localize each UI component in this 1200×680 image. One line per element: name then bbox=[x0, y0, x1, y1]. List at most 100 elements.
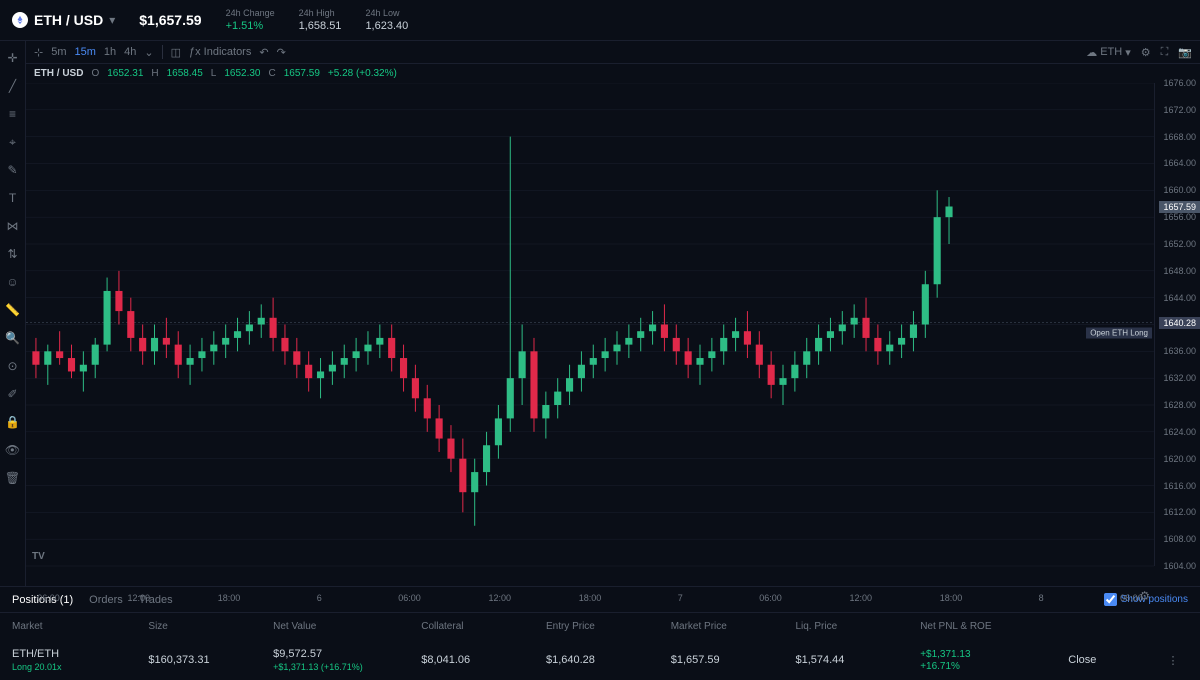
time-tick: 18:00 bbox=[940, 593, 963, 603]
ruler-tool[interactable]: 📏 bbox=[4, 301, 22, 319]
price-tick: 1624.00 bbox=[1163, 427, 1196, 437]
pair-text: ETH / USD bbox=[34, 12, 103, 28]
brush-tool[interactable]: ✎ bbox=[4, 161, 22, 179]
chart-container[interactable]: 1676.001672.001668.001664.001660.001656.… bbox=[26, 83, 1200, 586]
positions-header: Market Size Net Value Collateral Entry Price… bbox=[0, 613, 1200, 640]
time-tick: 06:00 bbox=[1120, 593, 1143, 603]
price-axis[interactable]: 1676.001672.001668.001664.001660.001656.… bbox=[1154, 83, 1200, 566]
column-header: Market bbox=[12, 621, 140, 632]
price-main: $1,657.59 bbox=[139, 12, 201, 28]
pair-selector[interactable]: ETH / USD ▾ bbox=[12, 12, 115, 28]
price-tick: 1632.00 bbox=[1163, 373, 1196, 383]
time-axis[interactable]: ⚙ 06:0012:0018:00606:0012:0018:00706:001… bbox=[26, 586, 1154, 606]
text-tool[interactable]: T bbox=[4, 189, 22, 207]
position-entry-price: $1,640.28 bbox=[546, 654, 663, 666]
pattern-tool[interactable]: ⋈ bbox=[4, 217, 22, 235]
position-pnl: +$1,371.13 +16.71% bbox=[920, 649, 1060, 672]
price-tick: 1616.00 bbox=[1163, 481, 1196, 491]
tf-15m[interactable]: 15m bbox=[75, 46, 96, 58]
stat-24h-change: 24h Change +1.51% bbox=[226, 8, 275, 32]
column-header: Size bbox=[148, 621, 265, 632]
undo-icon[interactable]: ↶ bbox=[259, 46, 268, 59]
position-market: ETH/ETH Long 20.01x bbox=[12, 648, 140, 672]
trendline-tool[interactable]: ╱ bbox=[4, 77, 22, 95]
price-tick: 1676.00 bbox=[1163, 78, 1196, 88]
redo-icon[interactable]: ↷ bbox=[277, 46, 286, 59]
position-market-price: $1,657.59 bbox=[671, 654, 788, 666]
time-tick: 7 bbox=[678, 593, 683, 603]
price-tick: 1664.00 bbox=[1163, 158, 1196, 168]
close-position-button[interactable]: Close bbox=[1068, 654, 1150, 666]
pen-tool[interactable]: ✐ bbox=[4, 385, 22, 403]
position-size: $160,373.31 bbox=[148, 654, 265, 666]
price-tick: 1620.00 bbox=[1163, 454, 1196, 464]
price-tick: 1628.00 bbox=[1163, 400, 1196, 410]
price-tick: 1604.00 bbox=[1163, 561, 1196, 571]
settings-icon[interactable]: ⚙ bbox=[1141, 46, 1151, 59]
price-tick: 1660.00 bbox=[1163, 185, 1196, 195]
price-tick: 1652.00 bbox=[1163, 239, 1196, 249]
column-header: Net PNL & ROE bbox=[920, 621, 1060, 632]
entry-price-badge: 1640.28 bbox=[1159, 317, 1200, 329]
drawing-toolbar: ✛ ╱ ≡ ⌖ ✎ T ⋈ ⇅ ☺ 📏 🔍 ⊙ ✐ 🔒 👁 🗑 bbox=[0, 41, 26, 586]
column-header: Liq. Price bbox=[795, 621, 912, 632]
more-icon[interactable]: ⋮ bbox=[1158, 654, 1188, 667]
magnet-tool[interactable]: ⊙ bbox=[4, 357, 22, 375]
price-tick: 1656.00 bbox=[1163, 212, 1196, 222]
price-tick: 1668.00 bbox=[1163, 132, 1196, 142]
chart-toolbar: ⊹ 5m 15m 1h 4h ⌄ ◫ ƒx Indicators ↶ ↷ ☁ ETH … bbox=[26, 41, 1200, 64]
cloud-asset[interactable]: ☁ ETH ▾ bbox=[1086, 46, 1131, 59]
price-tick: 1672.00 bbox=[1163, 105, 1196, 115]
lock-tool[interactable]: 🔒 bbox=[4, 413, 22, 431]
current-price-badge: 1657.59 bbox=[1159, 201, 1200, 213]
stat-24h-high: 24h High 1,658.51 bbox=[299, 8, 342, 32]
price-tick: 1648.00 bbox=[1163, 266, 1196, 276]
tf-more-icon[interactable]: ⌄ bbox=[144, 46, 153, 59]
fullscreen-icon[interactable]: ⛶ bbox=[1161, 46, 1169, 59]
time-tick: 06:00 bbox=[37, 593, 60, 603]
ohlc-row: ETH / USD O1652.31 H1658.45 L1652.30 C16… bbox=[26, 64, 1200, 83]
trash-tool[interactable]: 🗑 bbox=[4, 469, 22, 487]
chevron-down-icon: ▾ bbox=[109, 13, 115, 27]
tf-1h[interactable]: 1h bbox=[104, 46, 116, 58]
column-header: Net Value bbox=[273, 621, 413, 632]
candle-type-icon[interactable]: ◫ bbox=[171, 46, 181, 59]
header-bar: ETH / USD ▾ $1,657.59 24h Change +1.51% … bbox=[0, 0, 1200, 41]
position-liq-price: $1,574.44 bbox=[795, 654, 912, 666]
tf-5m[interactable]: 5m bbox=[51, 46, 66, 58]
column-header: Entry Price bbox=[546, 621, 663, 632]
fx-icon: ƒx bbox=[189, 46, 201, 58]
cloud-icon: ☁ bbox=[1086, 46, 1097, 59]
time-tick: 18:00 bbox=[218, 593, 241, 603]
candlestick-chart bbox=[26, 83, 1200, 586]
crosshair-tool[interactable]: ✛ bbox=[4, 49, 22, 67]
long-short-tool[interactable]: ⇅ bbox=[4, 245, 22, 263]
magnifier-tool[interactable]: 🔍 bbox=[4, 329, 22, 347]
time-tick: 12:00 bbox=[849, 593, 872, 603]
positions-table: Market Size Net Value Collateral Entry Price… bbox=[0, 613, 1200, 680]
chart-style-icon[interactable]: ⊹ bbox=[34, 46, 43, 59]
emoji-tool[interactable]: ☺ bbox=[4, 273, 22, 291]
timeframe-group: 5m 15m 1h 4h bbox=[51, 46, 136, 58]
column-header: Collateral bbox=[421, 621, 538, 632]
price-tick: 1636.00 bbox=[1163, 346, 1196, 356]
eth-icon bbox=[12, 12, 28, 28]
column-header: Market Price bbox=[671, 621, 788, 632]
camera-icon[interactable]: 📷 bbox=[1178, 46, 1192, 59]
position-collateral: $8,041.06 bbox=[421, 654, 538, 666]
time-tick: 8 bbox=[1039, 593, 1044, 603]
tf-4h[interactable]: 4h bbox=[124, 46, 136, 58]
price-tick: 1612.00 bbox=[1163, 507, 1196, 517]
price-tick: 1644.00 bbox=[1163, 293, 1196, 303]
entry-tag[interactable]: Open ETH Long bbox=[1086, 327, 1152, 338]
horizontal-tool[interactable]: ≡ bbox=[4, 105, 22, 123]
fib-tool[interactable]: ⌖ bbox=[4, 133, 22, 151]
tv-logo: TV bbox=[32, 551, 45, 562]
position-net-value: $9,572.57 +$1,371.13 (+16.71%) bbox=[273, 648, 413, 672]
stat-24h-low: 24h Low 1,623.40 bbox=[365, 8, 408, 32]
indicators-button[interactable]: ƒx Indicators bbox=[189, 46, 251, 58]
eye-tool[interactable]: 👁 bbox=[4, 441, 22, 459]
time-tick: 18:00 bbox=[579, 593, 602, 603]
time-tick: 6 bbox=[317, 593, 322, 603]
chart-area: ⊹ 5m 15m 1h 4h ⌄ ◫ ƒx Indicators ↶ ↷ ☁ ETH … bbox=[26, 41, 1200, 586]
